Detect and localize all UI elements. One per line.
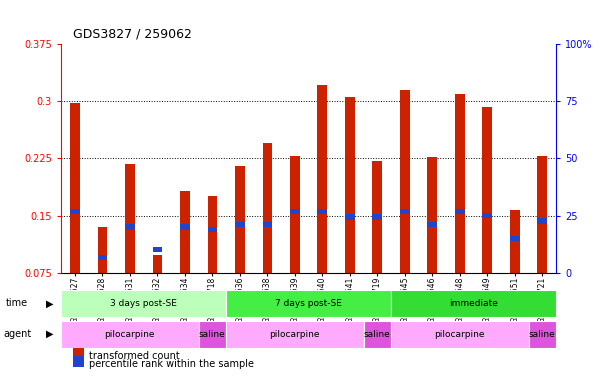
Bar: [98, 255, 107, 260]
Bar: [428, 222, 437, 227]
Bar: [373, 161, 382, 273]
Bar: [318, 84, 327, 273]
Bar: [318, 209, 327, 214]
Bar: [70, 209, 79, 214]
Bar: [510, 210, 519, 273]
Bar: [235, 222, 244, 227]
Text: saline: saline: [364, 329, 390, 339]
Text: saline: saline: [199, 329, 225, 339]
Bar: [373, 214, 382, 220]
Bar: [455, 94, 464, 273]
Text: GDS3827 / 259062: GDS3827 / 259062: [73, 27, 192, 40]
Bar: [400, 90, 409, 273]
Bar: [70, 103, 79, 273]
Text: 7 days post-SE: 7 days post-SE: [275, 299, 342, 308]
Text: pilocarpine: pilocarpine: [269, 329, 320, 339]
Bar: [208, 227, 217, 232]
Bar: [455, 209, 464, 214]
Bar: [510, 236, 519, 241]
Text: time: time: [6, 298, 28, 308]
Text: pilocarpine: pilocarpine: [104, 329, 155, 339]
Bar: [125, 224, 134, 230]
Bar: [538, 218, 547, 223]
Bar: [483, 108, 492, 273]
Bar: [180, 224, 189, 230]
Text: saline: saline: [529, 329, 555, 339]
Text: immediate: immediate: [449, 299, 498, 308]
Bar: [345, 214, 354, 220]
Text: agent: agent: [3, 329, 31, 339]
Bar: [98, 227, 107, 273]
Bar: [153, 255, 162, 273]
Bar: [208, 197, 217, 273]
Text: pilocarpine: pilocarpine: [434, 329, 485, 339]
Bar: [483, 213, 492, 218]
Bar: [263, 222, 272, 227]
Bar: [153, 247, 162, 252]
Text: ▶: ▶: [46, 329, 53, 339]
Bar: [400, 209, 409, 214]
Text: ▶: ▶: [46, 298, 53, 308]
Bar: [125, 164, 134, 273]
Bar: [263, 143, 272, 273]
Bar: [235, 166, 244, 273]
Text: transformed count: transformed count: [89, 351, 180, 361]
Bar: [180, 191, 189, 273]
Text: percentile rank within the sample: percentile rank within the sample: [89, 359, 254, 369]
Bar: [428, 157, 437, 273]
Bar: [345, 98, 354, 273]
Bar: [290, 209, 299, 214]
Bar: [290, 156, 299, 273]
Text: 3 days post-SE: 3 days post-SE: [110, 299, 177, 308]
Bar: [538, 156, 547, 273]
